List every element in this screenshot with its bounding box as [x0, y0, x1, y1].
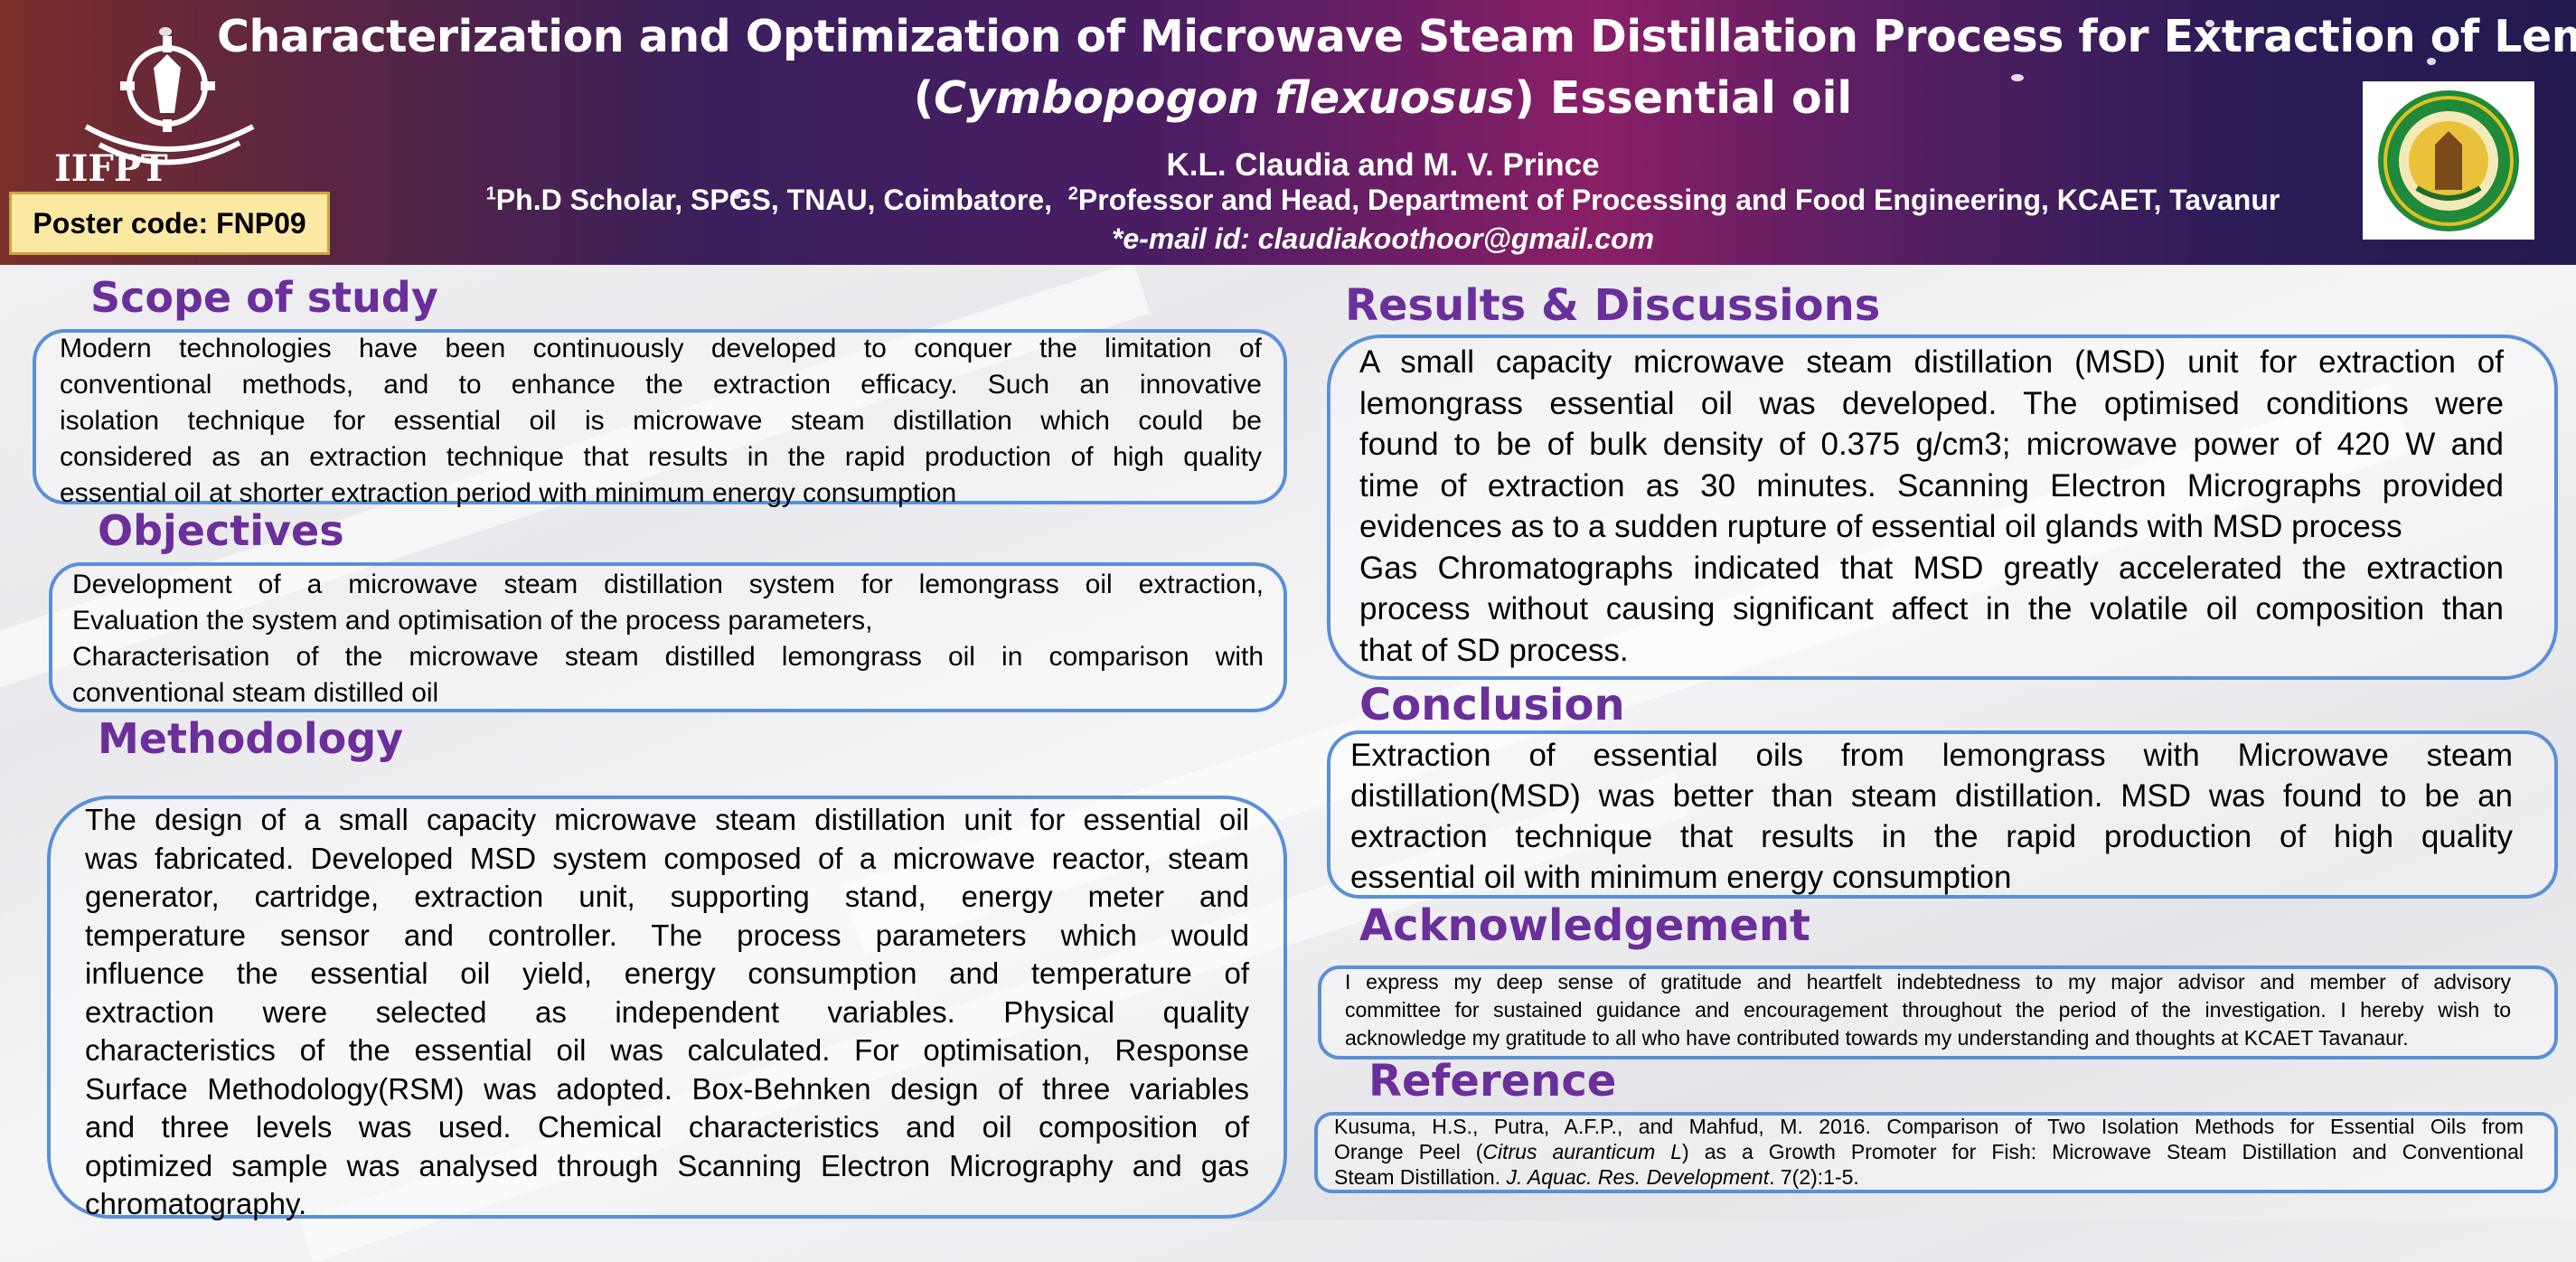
title-suffix: ) Essential oil: [1514, 72, 1853, 124]
section-heading-objectives: Objectives: [98, 506, 344, 555]
section-heading-methodology: Methodology: [98, 714, 404, 763]
text-line: process without causing significant affe…: [1359, 591, 2504, 626]
light-spot: [2011, 74, 2024, 81]
reference-text-part: Steam Distillation.: [1334, 1165, 1507, 1189]
reference-line-3: Steam Distillation. J. Aquac. Res. Devel…: [1334, 1164, 2524, 1190]
logo-text: IIFPT: [54, 147, 168, 190]
affil-marker: 1: [485, 184, 496, 204]
text-line: that of SD process.: [1359, 632, 1629, 668]
header-banner: IIFPT Characterization and Optimization …: [0, 0, 2576, 265]
methodology-text: The design of a small capacity microwave…: [85, 801, 1249, 1224]
reference-text-part: Orange Peel (: [1334, 1140, 1483, 1163]
text-line: optimized sample was analysed through Sc…: [85, 1148, 1249, 1182]
affil-marker: 2: [1067, 184, 1078, 204]
text-line: essential oil with minimum energy consum…: [1350, 860, 2012, 895]
text-line: characteristics of the essential oil was…: [85, 1033, 1249, 1067]
results-text: A small capacity microwave steam distill…: [1359, 342, 2504, 671]
acknowledgement-text: I express my deep sense of gratitude and…: [1345, 968, 2511, 1052]
text-line: committee for sustained guidance and enc…: [1345, 998, 2511, 1022]
text-line: acknowledge my gratitude to all who have…: [1345, 1026, 2409, 1050]
objectives-box: [49, 562, 1287, 712]
scope-text: Modern technologies have been continuous…: [60, 331, 1262, 512]
text-line: conventional steam distilled oil: [72, 678, 439, 708]
reference-box: [1314, 1112, 2558, 1193]
title-species-name: Cymbopogon flexuosus: [934, 72, 1515, 124]
section-heading-reference: Reference: [1368, 1056, 1617, 1107]
methodology-box: [47, 796, 1287, 1219]
reference-line-2: Orange Peel (Citrus auranticum L) as a G…: [1334, 1139, 2524, 1164]
text-line: Surface Methodology(RSM) was adopted. Bo…: [85, 1071, 1249, 1106]
text-line: time of extraction as 30 minutes. Scanni…: [1359, 467, 2504, 504]
section-heading-conclusion: Conclusion: [1359, 680, 1625, 730]
light-spot: [159, 27, 172, 36]
scope-box: [33, 329, 1287, 504]
conclusion-box: [1327, 730, 2558, 899]
affiliations: 1Ph.D Scholar, SPGS, TNAU, Coimbatore, 2…: [217, 184, 2549, 217]
title-paren-open: (: [913, 72, 935, 124]
poster-code-badge: Poster code: FNP09: [9, 192, 330, 255]
poster-title-line1: Characterization and Optimization of Mic…: [217, 11, 2576, 62]
text-line: I express my deep sense of gratitude and…: [1345, 970, 2511, 994]
reference-text-part: ) as a Growth Promoter for Fish: Microwa…: [1682, 1140, 2524, 1163]
text-line: considered as an extraction technique th…: [60, 442, 1262, 472]
text-line: Extraction of essential oils from lemong…: [1350, 738, 2513, 773]
text-line: isolation technique for essential oil is…: [60, 406, 1262, 436]
text-line: distillation(MSD) was better than steam …: [1350, 778, 2513, 814]
section-heading-scope: Scope of study: [90, 273, 438, 322]
poster-code-label: Poster code: FNP09: [33, 206, 306, 240]
iifpt-logo: IIFPT: [54, 36, 255, 190]
reference-journal-name: J. Aquac. Res. Development: [1506, 1165, 1770, 1189]
reference-text-part: . 7(2):1-5.: [1769, 1165, 1859, 1189]
results-box: [1327, 334, 2558, 680]
text-line: and three levels was used. Chemical char…: [85, 1110, 1249, 1144]
reference-line-1: Kusuma, H.S., Putra, A.F.P., and Mahfud,…: [1334, 1115, 2524, 1138]
text-line: was fabricated. Developed MSD system com…: [85, 841, 1249, 875]
text-line: Development of a microwave steam distill…: [72, 570, 1264, 599]
text-line: influence the essential oil yield, energ…: [85, 956, 1249, 990]
contact-email: *e-mail id: claudiakoothoor@gmail.com: [1111, 222, 1655, 255]
text-line: essential oil at shorter extraction peri…: [60, 478, 957, 508]
acknowledgement-box: [1318, 965, 2558, 1060]
text-line: Characterisation of the microwave steam …: [72, 642, 1264, 672]
reference-species-name: Citrus auranticum L: [1482, 1140, 1683, 1163]
light-spot: [2205, 20, 2214, 27]
text-line: Gas Chromatographs indicated that MSD gr…: [1359, 550, 2504, 586]
university-seal-logo: [2363, 81, 2534, 240]
text-line: lemongrass essential oil was developed. …: [1359, 385, 2504, 421]
text-line: temperature sensor and controller. The p…: [85, 918, 1249, 952]
light-spot: [732, 192, 741, 199]
affiliation-2: Professor and Head, Department of Proces…: [1077, 184, 2280, 216]
text-line: Evaluation the system and optimisation o…: [72, 606, 873, 636]
text-line: extraction were selected as independent …: [85, 994, 1249, 1029]
text-line: generator, cartridge, extraction unit, s…: [85, 880, 1249, 913]
text-line: Modern technologies have been continuous…: [60, 334, 1262, 363]
affiliation-1: Ph.D Scholar, SPGS, TNAU, Coimbatore,: [495, 184, 1053, 216]
reference-text: Kusuma, H.S., Putra, A.F.P., and Mahfud,…: [1334, 1114, 2524, 1190]
text-line: conventional methods, and to enhance the…: [60, 370, 1262, 400]
text-line: A small capacity microwave steam distill…: [1359, 344, 2504, 380]
section-heading-acknowledgement: Acknowledgement: [1359, 900, 1810, 951]
conclusion-text: Extraction of essential oils from lemong…: [1350, 735, 2513, 898]
section-heading-results: Results & Discussions: [1345, 280, 1881, 331]
text-line: extraction technique that results in the…: [1350, 819, 2513, 854]
light-spot: [2427, 58, 2436, 65]
text-line: chromatography.: [85, 1187, 307, 1220]
poster-title-line2: (Cymbopogon flexuosus) Essential oil: [217, 72, 2549, 124]
text-line: evidences as to a sudden rupture of esse…: [1359, 509, 2402, 544]
authors: K.L. Claudia and M. V. Prince: [1166, 147, 1600, 183]
text-line: The design of a small capacity microwave…: [85, 803, 1249, 836]
text-line: found to be of bulk density of 0.375 g/c…: [1359, 427, 2504, 462]
objectives-text: Development of a microwave steam distill…: [72, 567, 1264, 711]
